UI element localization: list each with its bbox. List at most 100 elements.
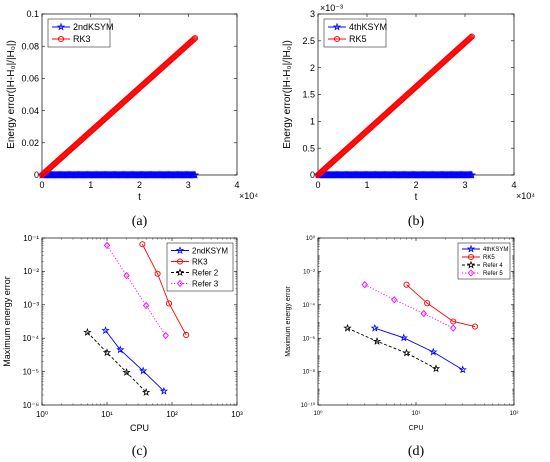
- data-point: [370, 323, 379, 332]
- x-tick-label: 0: [39, 180, 44, 190]
- y-tick-label: 2: [310, 63, 315, 73]
- series-4thksym: [313, 170, 477, 179]
- data-point: [372, 336, 382, 345]
- data-point: [402, 348, 411, 357]
- panel-caption: (d): [408, 444, 425, 459]
- x-tick-label: 10⁰: [313, 410, 323, 417]
- y-tick-label: 10⁻⁶: [23, 401, 39, 410]
- x-axis-label: CPU: [409, 425, 424, 432]
- legend-marker: [57, 35, 65, 43]
- y-tick-label: 2.5: [302, 36, 315, 46]
- data-point: [83, 327, 92, 336]
- y-tick-label: 1: [310, 116, 315, 126]
- data-point: [450, 318, 457, 325]
- x-tick-label: 10⁰: [36, 410, 48, 419]
- x-tick-label: 2: [137, 180, 142, 190]
- legend-label: RK5: [349, 34, 367, 44]
- data-point: [343, 323, 352, 332]
- series-line: [347, 327, 437, 370]
- data-point: [192, 35, 199, 42]
- x-tick-label: 10³: [231, 410, 243, 419]
- x-tick-label: 10¹: [412, 411, 421, 417]
- data-point: [191, 35, 198, 43]
- series-2ndksym: [37, 170, 200, 179]
- data-point: [468, 33, 475, 40]
- series-refer-4: [343, 323, 441, 373]
- x-multiplier: ×10⁴: [516, 191, 535, 201]
- y-tick-label: 10⁻⁶: [303, 335, 316, 342]
- y-axis-label: Maximum energy error: [285, 286, 292, 357]
- data-point: [431, 364, 441, 373]
- data-point: [116, 345, 125, 354]
- x-tick-label: 10²: [510, 411, 519, 417]
- series-line: [141, 244, 187, 336]
- y-tick-label: 10⁻¹: [23, 234, 39, 243]
- data-point: [159, 386, 169, 395]
- legend-label: Refer 4: [483, 263, 503, 269]
- series-line: [406, 284, 476, 327]
- legend: 4thKSYM RK5: [323, 18, 387, 48]
- y-tick-label: 10⁻³: [23, 301, 39, 310]
- y-tick-label: 0: [34, 170, 39, 180]
- data-point: [424, 300, 431, 307]
- data-point: [138, 366, 148, 375]
- data-point: [190, 36, 197, 43]
- x-tick-label: 4: [234, 180, 239, 190]
- panel-caption: (c): [132, 444, 148, 459]
- legend-label: 2ndKSYM: [73, 22, 114, 32]
- chart-c: 10⁰ 10¹ 10² 10³ 10⁻⁶ 10⁻⁵ 10⁻⁴ 10⁻³ 10⁻² 10⁻¹ CPU M…: [2, 234, 243, 459]
- y-axis-label: Energy error(|H-H₀|/|H₀|): [282, 40, 293, 149]
- x-tick-label: 1: [88, 180, 93, 190]
- y-tick-label: 0: [310, 170, 315, 180]
- legend-label: Refer 5: [483, 271, 503, 277]
- data-point: [399, 333, 408, 342]
- legend: 2ndKSYM RK3: [47, 18, 114, 48]
- data-point: [420, 309, 427, 318]
- x-axis-label: t: [138, 192, 141, 203]
- chart-b: 0 1 2 3 4 0 0.5 1 1.5 2 2.5 3 ×10⁴ ×10⁻³ t Energy error…: [282, 3, 535, 229]
- y-tick-label: 0.1: [26, 9, 39, 19]
- data-point: [466, 35, 474, 42]
- data-point: [190, 170, 200, 179]
- x-tick-label: 3: [462, 180, 467, 190]
- legend-marker: [333, 35, 341, 43]
- data-point: [429, 347, 438, 356]
- x-tick-label: 2: [413, 180, 418, 190]
- y-axis-label: Maximum energy error: [2, 276, 12, 367]
- series-line: [364, 284, 454, 329]
- legend-label: Refer 3: [192, 279, 219, 288]
- y-tick-label: 10⁻¹⁰: [301, 402, 316, 409]
- data-point: [122, 367, 131, 376]
- x-tick-label: 10²: [166, 410, 178, 419]
- data-point: [101, 326, 110, 335]
- legend-marker: [467, 269, 475, 277]
- series-rk5: [314, 33, 475, 179]
- data-point: [154, 270, 161, 277]
- legend-marker: [56, 22, 66, 31]
- y-tick-label: 10⁻⁵: [23, 367, 39, 376]
- x-tick-label: 10¹: [101, 410, 113, 419]
- y-tick-label: 10⁰: [306, 235, 316, 242]
- x-axis-label: CPU: [130, 423, 149, 433]
- legend-label: 2ndKSYM: [192, 246, 228, 255]
- data-point: [141, 387, 151, 396]
- data-point: [103, 241, 111, 250]
- data-point: [123, 271, 130, 280]
- data-point: [450, 324, 457, 332]
- legend-marker: [176, 258, 184, 265]
- chart-d: 10⁰ 10¹ 10² 10⁻¹⁰ 10⁻⁸ 10⁻⁶ 10⁻⁴ 10⁻² 10⁰ CPU Maxi…: [285, 235, 518, 459]
- data-point: [458, 365, 467, 374]
- legend-marker: [175, 268, 185, 277]
- legend-label: 4thKSYM: [349, 22, 387, 32]
- series-line: [374, 327, 463, 371]
- y-tick-label: 10⁻²: [23, 267, 39, 276]
- legend-label: RK5: [483, 255, 495, 261]
- y-axis-label: Energy error(|H-H₀|/|H₀|): [6, 40, 17, 149]
- data-point: [142, 301, 150, 310]
- legend-marker: [332, 22, 342, 31]
- y-tick-label: 0.5: [302, 143, 315, 153]
- legend-marker: [466, 244, 476, 253]
- data-point: [361, 281, 368, 289]
- panel-caption: (a): [132, 214, 148, 229]
- series-line: [87, 332, 147, 393]
